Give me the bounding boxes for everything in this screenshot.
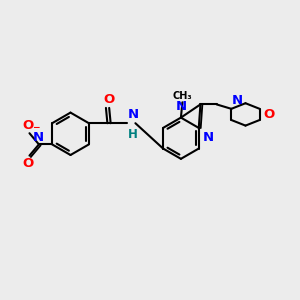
Text: O: O [22,157,34,170]
Text: N: N [33,130,44,143]
Text: −: − [32,123,40,132]
Text: N: N [232,94,243,107]
Text: O: O [263,108,275,121]
Text: H: H [128,128,138,141]
Text: N: N [203,131,214,144]
Text: O: O [22,119,34,132]
Text: N: N [176,100,187,113]
Text: CH₃: CH₃ [172,91,192,100]
Text: O: O [103,93,115,106]
Text: N: N [128,108,139,122]
